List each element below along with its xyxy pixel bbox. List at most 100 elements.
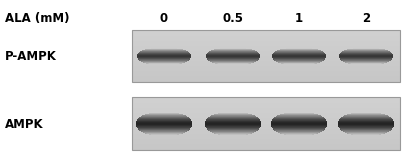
Bar <box>205 123 261 124</box>
Bar <box>342 60 390 61</box>
Bar <box>138 128 190 129</box>
Bar <box>213 50 253 51</box>
Bar <box>291 48 307 49</box>
Bar <box>212 62 254 63</box>
Bar <box>343 116 389 117</box>
Bar <box>272 120 326 121</box>
Bar <box>205 125 261 126</box>
Bar <box>338 122 394 123</box>
Bar <box>341 59 391 60</box>
Bar <box>343 131 389 132</box>
Bar <box>206 57 260 58</box>
Bar <box>137 121 191 122</box>
Bar <box>274 60 324 61</box>
Bar <box>144 62 184 63</box>
Bar <box>212 132 254 133</box>
Bar <box>343 61 389 62</box>
Bar <box>137 120 191 121</box>
Bar <box>277 61 321 62</box>
Bar <box>141 116 187 117</box>
Bar <box>208 52 257 53</box>
Bar <box>139 129 189 130</box>
Bar <box>205 122 261 123</box>
Bar <box>138 58 190 59</box>
Bar <box>275 117 323 118</box>
Bar <box>140 60 188 61</box>
Bar <box>340 128 392 129</box>
Bar <box>214 62 252 63</box>
Bar <box>206 127 260 128</box>
Bar <box>351 134 381 135</box>
Bar <box>274 129 324 130</box>
Bar <box>271 124 327 125</box>
Bar <box>339 121 393 122</box>
Bar <box>206 57 260 58</box>
Bar <box>278 115 320 116</box>
Bar <box>210 61 256 62</box>
Bar <box>141 131 187 132</box>
Bar <box>339 126 393 127</box>
Bar <box>215 114 251 115</box>
Bar <box>139 60 189 61</box>
Bar <box>341 52 391 53</box>
Bar <box>207 128 259 129</box>
Bar <box>277 131 322 132</box>
Bar <box>208 129 259 130</box>
Bar <box>144 50 184 51</box>
Bar <box>272 57 326 58</box>
Bar <box>206 120 260 121</box>
Bar <box>279 62 319 63</box>
Bar <box>139 117 189 118</box>
Bar <box>207 118 259 119</box>
Bar <box>137 126 191 127</box>
Bar <box>271 123 327 124</box>
Bar <box>139 59 189 60</box>
Bar <box>206 55 260 56</box>
Bar <box>205 124 261 125</box>
Bar <box>139 52 189 53</box>
Bar <box>274 52 324 53</box>
Bar <box>275 52 324 53</box>
Bar <box>339 56 393 57</box>
Bar <box>208 52 258 53</box>
Bar <box>140 117 188 118</box>
Bar <box>206 120 260 121</box>
Bar <box>341 60 391 61</box>
Bar <box>272 121 326 122</box>
Bar <box>142 51 186 52</box>
Bar <box>139 52 189 53</box>
Bar <box>206 119 259 120</box>
Bar <box>339 54 392 55</box>
Bar <box>145 62 183 63</box>
Bar <box>339 57 393 58</box>
Bar <box>347 49 385 50</box>
Bar <box>220 134 246 135</box>
Bar <box>279 132 319 133</box>
Bar <box>271 125 327 126</box>
Bar <box>290 112 307 113</box>
Bar <box>286 48 312 49</box>
Bar <box>272 55 326 56</box>
Bar <box>283 63 316 64</box>
Text: P-AMPK: P-AMPK <box>5 49 57 63</box>
Text: 0: 0 <box>160 12 168 25</box>
Bar <box>207 53 259 54</box>
Bar <box>275 60 324 61</box>
Bar <box>271 126 326 127</box>
Bar <box>147 63 180 64</box>
Bar <box>278 132 320 133</box>
Bar <box>272 127 326 128</box>
Bar <box>137 58 190 59</box>
Bar <box>276 61 322 62</box>
Bar <box>280 114 318 115</box>
Bar <box>205 123 261 124</box>
Bar <box>206 126 260 127</box>
Bar <box>208 60 257 61</box>
Bar <box>139 59 189 60</box>
Bar <box>271 122 327 123</box>
Bar <box>274 59 325 60</box>
Bar <box>220 113 246 114</box>
Bar <box>138 53 190 54</box>
Bar <box>137 54 190 55</box>
Bar <box>215 63 250 64</box>
